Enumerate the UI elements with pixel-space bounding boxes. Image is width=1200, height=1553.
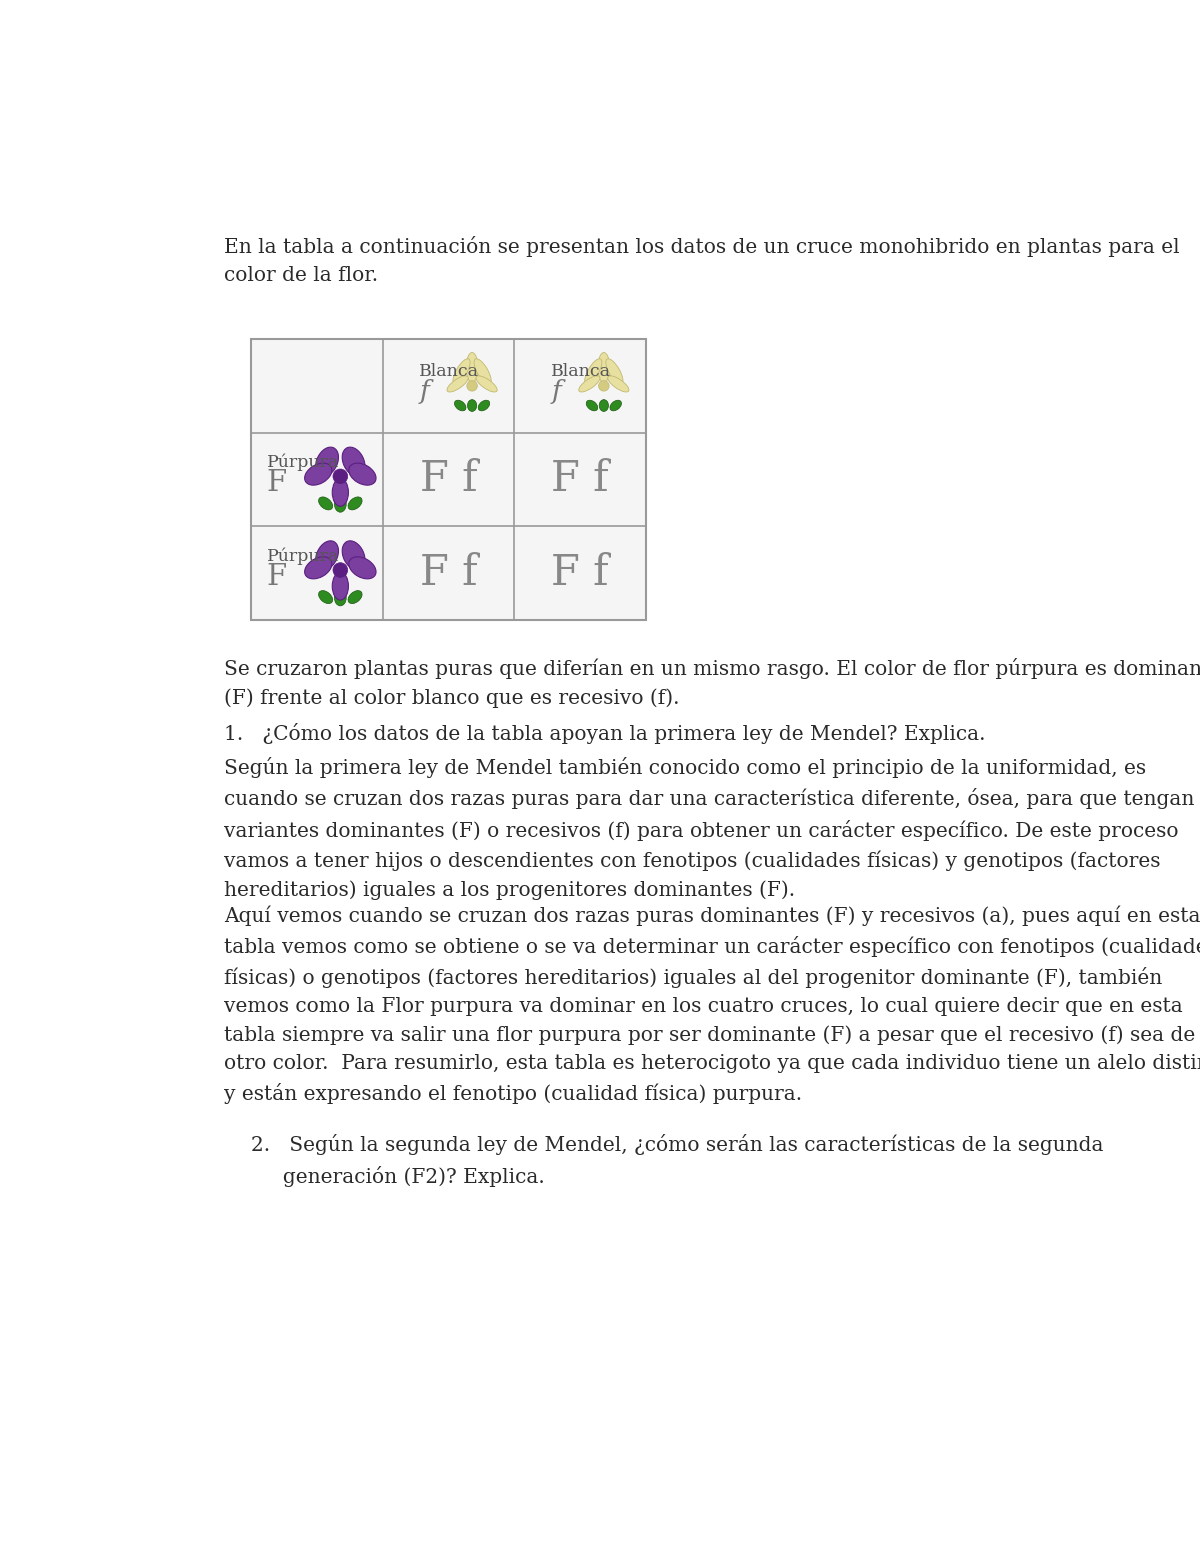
Ellipse shape (468, 399, 476, 412)
Ellipse shape (474, 359, 491, 384)
Ellipse shape (599, 399, 608, 412)
Ellipse shape (332, 572, 348, 599)
Text: F f: F f (420, 551, 478, 595)
Ellipse shape (318, 497, 332, 509)
Ellipse shape (610, 401, 622, 412)
Ellipse shape (587, 401, 598, 412)
Ellipse shape (584, 359, 602, 384)
Ellipse shape (305, 463, 332, 485)
Circle shape (467, 380, 478, 391)
Ellipse shape (607, 376, 629, 391)
Text: F f: F f (420, 458, 478, 500)
Text: 1.   ¿Cómo los datos de la tabla apoyan la primera ley de Mendel? Explica.: 1. ¿Cómo los datos de la tabla apoyan la… (224, 722, 986, 744)
Text: F: F (266, 469, 287, 497)
Text: Según la primera ley de Mendel también conocido como el principio de la uniformi: Según la primera ley de Mendel también c… (224, 758, 1200, 901)
Text: F: F (266, 562, 287, 590)
Ellipse shape (335, 590, 347, 606)
Text: Aquí vemos cuando se cruzan dos razas puras dominantes (F) y recesivos (a), pues: Aquí vemos cuando se cruzan dos razas pu… (224, 905, 1200, 1104)
Bar (251, 339, 646, 620)
Ellipse shape (476, 376, 497, 391)
Text: f: f (551, 379, 560, 404)
Ellipse shape (335, 495, 347, 512)
Ellipse shape (606, 359, 623, 384)
Text: Blanca: Blanca (419, 363, 479, 380)
Text: Púrpura: Púrpura (266, 547, 338, 565)
Ellipse shape (316, 540, 338, 570)
Ellipse shape (466, 353, 478, 382)
Circle shape (332, 562, 348, 578)
Ellipse shape (318, 590, 332, 604)
Ellipse shape (448, 376, 468, 391)
Ellipse shape (478, 401, 490, 412)
Text: F f: F f (551, 551, 608, 595)
Ellipse shape (455, 401, 466, 412)
Ellipse shape (348, 497, 362, 509)
Ellipse shape (349, 463, 376, 485)
Ellipse shape (332, 478, 348, 506)
Ellipse shape (316, 447, 338, 477)
Text: Púrpura: Púrpura (266, 453, 338, 471)
Ellipse shape (348, 590, 362, 604)
Ellipse shape (342, 540, 365, 570)
Ellipse shape (452, 359, 470, 384)
Text: Se cruzaron plantas puras que diferían en un mismo rasgo. El color de flor púrpu: Se cruzaron plantas puras que diferían e… (224, 658, 1200, 708)
Bar (251, 339, 646, 620)
Ellipse shape (342, 447, 365, 477)
Circle shape (332, 469, 348, 483)
Text: En la tabla a continuación se presentan los datos de un cruce monohibrido en pla: En la tabla a continuación se presentan … (224, 236, 1180, 286)
Circle shape (599, 380, 610, 391)
Ellipse shape (305, 558, 332, 579)
Text: F f: F f (551, 458, 608, 500)
Ellipse shape (349, 558, 376, 579)
Text: 2.   Según la segunda ley de Mendel, ¿cómo serán las características de la segun: 2. Según la segunda ley de Mendel, ¿cómo… (251, 1134, 1103, 1188)
Ellipse shape (598, 353, 610, 382)
Text: f: f (419, 379, 430, 404)
Ellipse shape (578, 376, 600, 391)
Text: Blanca: Blanca (551, 363, 611, 380)
